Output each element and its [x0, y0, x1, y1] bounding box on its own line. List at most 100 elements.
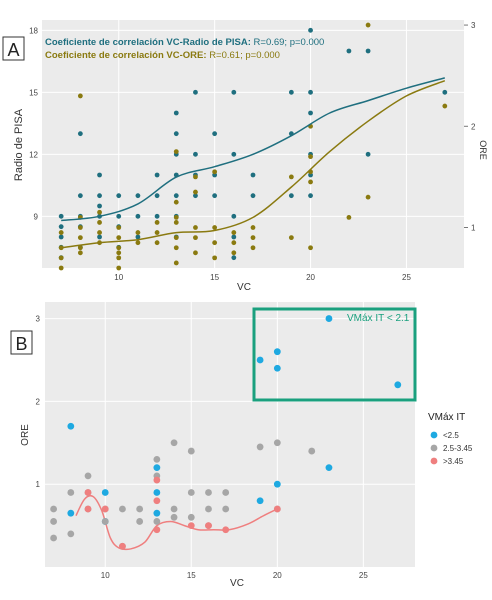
panel-b-y-axis-label: ORE: [20, 424, 31, 446]
point-grey: [67, 489, 75, 496]
panel-b-y-tick-labels: 1 2 3: [36, 315, 41, 490]
ore-point: [308, 179, 313, 185]
ore-point: [58, 230, 64, 235]
y-tick-label: 9: [34, 212, 39, 221]
ore-point: [58, 255, 64, 261]
pisa-point: [193, 151, 198, 157]
pisa-point: [135, 193, 141, 199]
panel-b-trend-line-high: [75, 494, 278, 551]
point-red: [205, 522, 212, 529]
panel-b-x-tick-labels: 10 15 20 25: [101, 571, 369, 580]
y-tick-label: 18: [29, 26, 38, 35]
point-red: [84, 505, 92, 513]
y2-tick-label: 1: [471, 224, 476, 233]
pisa-point: [58, 234, 64, 240]
ore-point: [154, 240, 160, 246]
point-blue: [325, 464, 333, 472]
pisa-point: [308, 110, 313, 116]
ore-point: [212, 240, 218, 246]
pisa-point: [77, 131, 83, 137]
ore-point: [173, 245, 179, 251]
ore-point: [308, 245, 313, 251]
point-blue: [256, 497, 264, 505]
point-blue: [273, 348, 281, 356]
ore-point: [173, 149, 179, 154]
pisa-point: [365, 151, 371, 157]
point-blue: [67, 509, 75, 517]
ore-point: [365, 22, 371, 28]
panel-a-letter: A: [7, 40, 19, 60]
pisa-point: [173, 193, 179, 199]
x-tick-label: 25: [402, 273, 411, 282]
legend-title: VMáx IT: [428, 412, 465, 423]
pisa-point: [154, 172, 160, 178]
point-grey: [50, 534, 58, 542]
panel-a-annotation-pisa: Coeficiente de correlación VC-Radio de P…: [45, 37, 324, 48]
ore-point: [173, 260, 179, 266]
point-grey: [119, 505, 126, 513]
ore-point: [135, 230, 141, 235]
panel-a-annotation-ore: Coeficiente de correlación VC-ORE: R=0.6…: [45, 50, 280, 61]
pisa-point: [97, 193, 102, 199]
ore-point: [308, 154, 313, 160]
pisa-point: [212, 193, 218, 199]
ore-point: [77, 93, 83, 99]
point-red: [273, 505, 281, 513]
pisa-point: [97, 172, 102, 178]
pisa-point: [58, 224, 64, 230]
pisa-point: [212, 131, 218, 137]
ore-point: [231, 230, 237, 235]
ore-point: [154, 220, 160, 225]
x-tick-label: 10: [114, 273, 123, 282]
pisa-point: [116, 213, 122, 219]
panel-a-y-axis-label: Radio de PISA: [13, 108, 25, 181]
point-grey: [273, 439, 281, 447]
ore-point: [193, 250, 198, 256]
ore-point: [250, 225, 256, 230]
ore-point: [116, 225, 122, 230]
ore-point: [116, 250, 122, 256]
legend-label: 2.5-3.45: [443, 444, 473, 453]
pisa-point: [346, 48, 352, 54]
pisa-point: [365, 48, 371, 54]
point-grey: [170, 439, 178, 447]
ore-point: [193, 225, 198, 230]
ore-point: [58, 245, 64, 251]
ore-point: [346, 214, 352, 220]
x-tick-label: 20: [273, 571, 282, 580]
ore-point: [116, 255, 122, 261]
ore-point: [173, 214, 179, 220]
point-grey: [136, 505, 144, 513]
ore-point: [288, 235, 294, 241]
ore-point: [231, 250, 237, 256]
annotation-ore-stats: R=0.61; p=0.000: [209, 50, 280, 61]
panel-a-letter-box: [2, 36, 25, 61]
ore-point: [250, 245, 256, 251]
x-tick-label: 20: [306, 273, 315, 282]
point-grey: [187, 447, 195, 455]
point-red: [84, 489, 92, 496]
pisa-point: [308, 27, 313, 33]
annotation-ore-prefix: Coeficiente de correlación VC-ORE:: [45, 50, 209, 61]
pisa-point: [442, 89, 448, 95]
ore-point: [116, 245, 122, 251]
legend-items: <2.5 2.5-3.45 >3.45: [430, 431, 473, 466]
ore-point: [212, 255, 218, 261]
legend-key-grey: [430, 444, 438, 452]
ore-point: [193, 189, 198, 195]
panel-b-highlight-label: VMáx IT < 2.1: [347, 313, 410, 324]
ore-point: [116, 265, 122, 271]
ore-point: [442, 103, 448, 109]
point-blue: [101, 489, 109, 496]
pisa-point: [97, 234, 102, 240]
point-blue: [273, 364, 281, 372]
ore-point: [193, 235, 198, 241]
pisa-point: [231, 151, 237, 157]
ore-point: [77, 245, 83, 251]
pisa-point: [231, 213, 237, 219]
pisa-point: [58, 213, 64, 219]
panel-a-y2-tick-labels: 1 2 3: [464, 21, 476, 233]
x-tick-label: 15: [210, 273, 219, 282]
